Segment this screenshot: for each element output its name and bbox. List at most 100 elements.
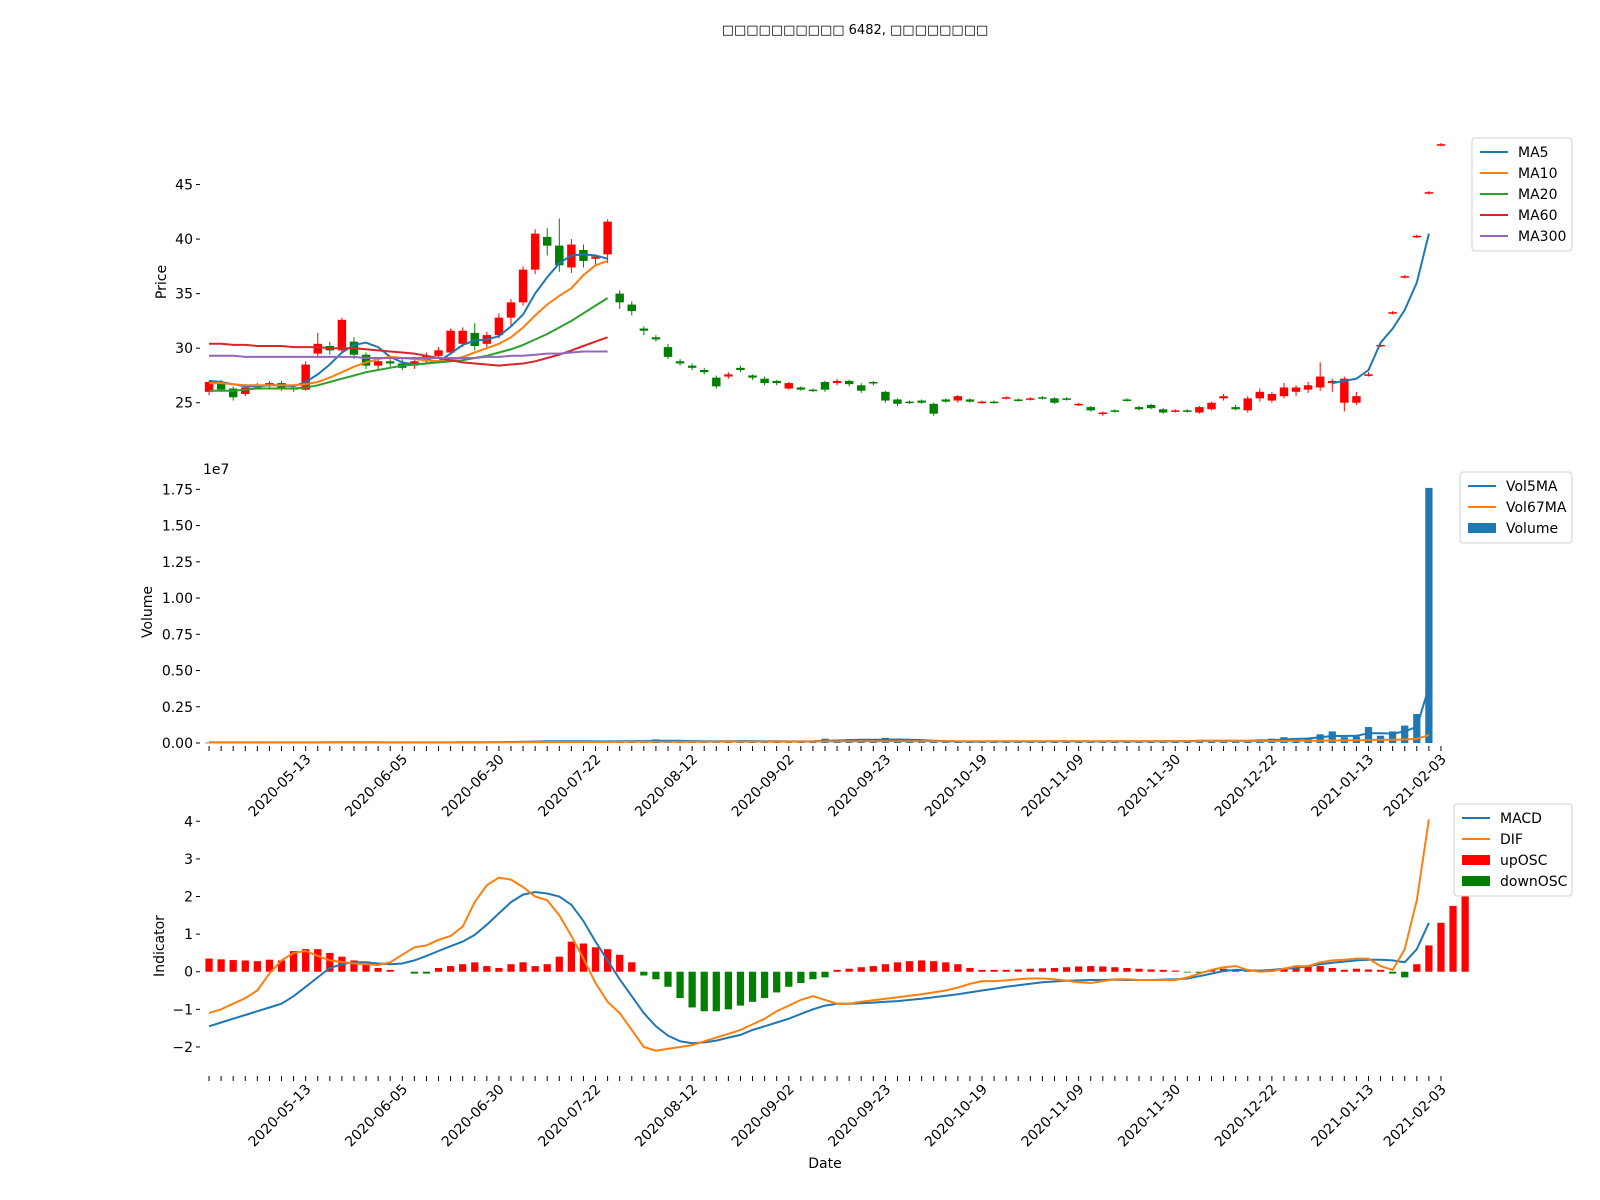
up-osc-bar [942, 962, 950, 972]
x-tick-label: 2020-06-05 [342, 1082, 411, 1151]
up-osc-bar [930, 961, 938, 972]
y-tick-label: 45 [175, 178, 193, 194]
up-osc-bar [265, 959, 274, 972]
up-osc-bar [446, 966, 455, 972]
candle-body [989, 401, 999, 404]
up-osc-bar [471, 962, 479, 972]
candle-body [1328, 380, 1337, 384]
y-tick-label: 35 [175, 287, 193, 303]
x-tick-label: 2020-06-05 [342, 752, 411, 821]
y-tick-label: 40 [175, 232, 193, 248]
up-osc-bar [1111, 967, 1119, 972]
x-tick-label: 2021-02-03 [1381, 752, 1450, 821]
up-osc-bar [954, 964, 962, 972]
candle-body [1038, 397, 1047, 399]
volume-line-vol5ma [209, 686, 1430, 744]
up-osc-bar [1062, 967, 1071, 972]
candle-body [639, 328, 649, 331]
candle-body [1279, 387, 1289, 397]
candle-body [579, 250, 588, 261]
y-tick-label: −1 [172, 1002, 193, 1018]
up-osc-bar [1364, 969, 1373, 972]
down-osc-bar [773, 971, 781, 993]
x-tick-label: 2020-12-22 [1212, 1082, 1281, 1151]
up-osc-bar [1425, 945, 1433, 972]
candle-body [941, 399, 951, 402]
up-osc-bar [1328, 967, 1336, 972]
candle-body [518, 269, 528, 303]
candle-body [603, 221, 612, 255]
down-osc-bar [809, 971, 817, 980]
x-tick-label: 2020-06-30 [439, 752, 508, 821]
candle-body [1146, 404, 1156, 409]
down-osc-bar [748, 971, 757, 1002]
candle-body [1050, 398, 1059, 403]
x-tick-label: 2021-01-13 [1308, 752, 1377, 821]
up-osc-bar [857, 967, 865, 972]
indicator-line-macd [208, 890, 1430, 1045]
candle-body [204, 382, 214, 392]
x-tick-label: 2020-11-09 [1019, 752, 1088, 821]
x-tick-label: 2020-11-30 [1115, 752, 1184, 821]
up-osc-bar [1147, 969, 1155, 972]
y-axis-label: Volume [140, 586, 156, 638]
ma-line-ma60 [209, 336, 608, 367]
up-osc-bar [1075, 966, 1083, 972]
down-osc-bar [785, 971, 793, 987]
candle-body [651, 337, 661, 340]
candle-body [1195, 407, 1204, 413]
y-tick-label: 0.00 [162, 736, 193, 752]
volume-bar [1401, 725, 1409, 743]
candle-body [1400, 276, 1409, 278]
legend: Vol5MA Vol67MA Volume [1459, 471, 1573, 544]
ma-line-ma5-tail [1332, 233, 1430, 385]
up-osc-bar [1123, 967, 1131, 972]
candle-body [1158, 409, 1168, 413]
down-osc-bar [1389, 971, 1397, 974]
up-osc-bar [350, 960, 358, 972]
up-osc-bar [1352, 968, 1361, 972]
y-tick-label: 1.50 [162, 519, 193, 535]
legend-frame [1453, 803, 1573, 897]
down-osc-bar [821, 971, 829, 978]
candle-body [1436, 144, 1446, 146]
legend: MACD DIF upOSC downOSC [1453, 803, 1573, 897]
candle-body [470, 332, 479, 346]
down-osc-bar [688, 971, 696, 1008]
y-tick-label: 1.00 [162, 591, 193, 607]
ma-line-ma10 [209, 259, 608, 387]
candle-body [301, 364, 310, 390]
candle-body [712, 377, 721, 387]
y-axis-label: Indicator [152, 915, 168, 977]
indicator-panel: −2 −1 0 1 2 3 4 Indicator 2020-05-13 2020-06-05 20… [152, 803, 1573, 1172]
up-osc-bar [434, 967, 443, 972]
candle-body [748, 375, 757, 378]
up-osc-bar [905, 961, 914, 972]
candle-body [953, 396, 963, 401]
candle-body [627, 304, 636, 312]
candle-body [385, 361, 395, 364]
candle-body [965, 399, 975, 402]
candle-body [663, 347, 673, 357]
candle-body [1243, 398, 1252, 411]
up-osc-bar [374, 967, 382, 972]
candle-body [1110, 410, 1120, 412]
candle-body [760, 378, 769, 384]
up-osc-bar [1449, 905, 1457, 972]
x-axis-label: Date [808, 1156, 841, 1172]
candle-body [881, 391, 890, 401]
volume-line-vol67ma [209, 734, 1430, 744]
y-tick-label: 25 [175, 396, 193, 412]
up-osc-bar [555, 956, 563, 972]
x-tick-label: 2020-11-09 [1019, 1082, 1088, 1151]
candle-body [905, 401, 914, 404]
up-osc-bar [1304, 966, 1312, 972]
candle-body [1340, 378, 1349, 403]
candle-body [1207, 402, 1216, 410]
up-osc-bar [1026, 968, 1034, 972]
up-osc-bar [314, 949, 322, 972]
candle-body [1255, 391, 1265, 399]
up-osc-bar [1437, 922, 1445, 972]
up-osc-bar [495, 967, 503, 972]
down-osc-bar [712, 971, 720, 1012]
